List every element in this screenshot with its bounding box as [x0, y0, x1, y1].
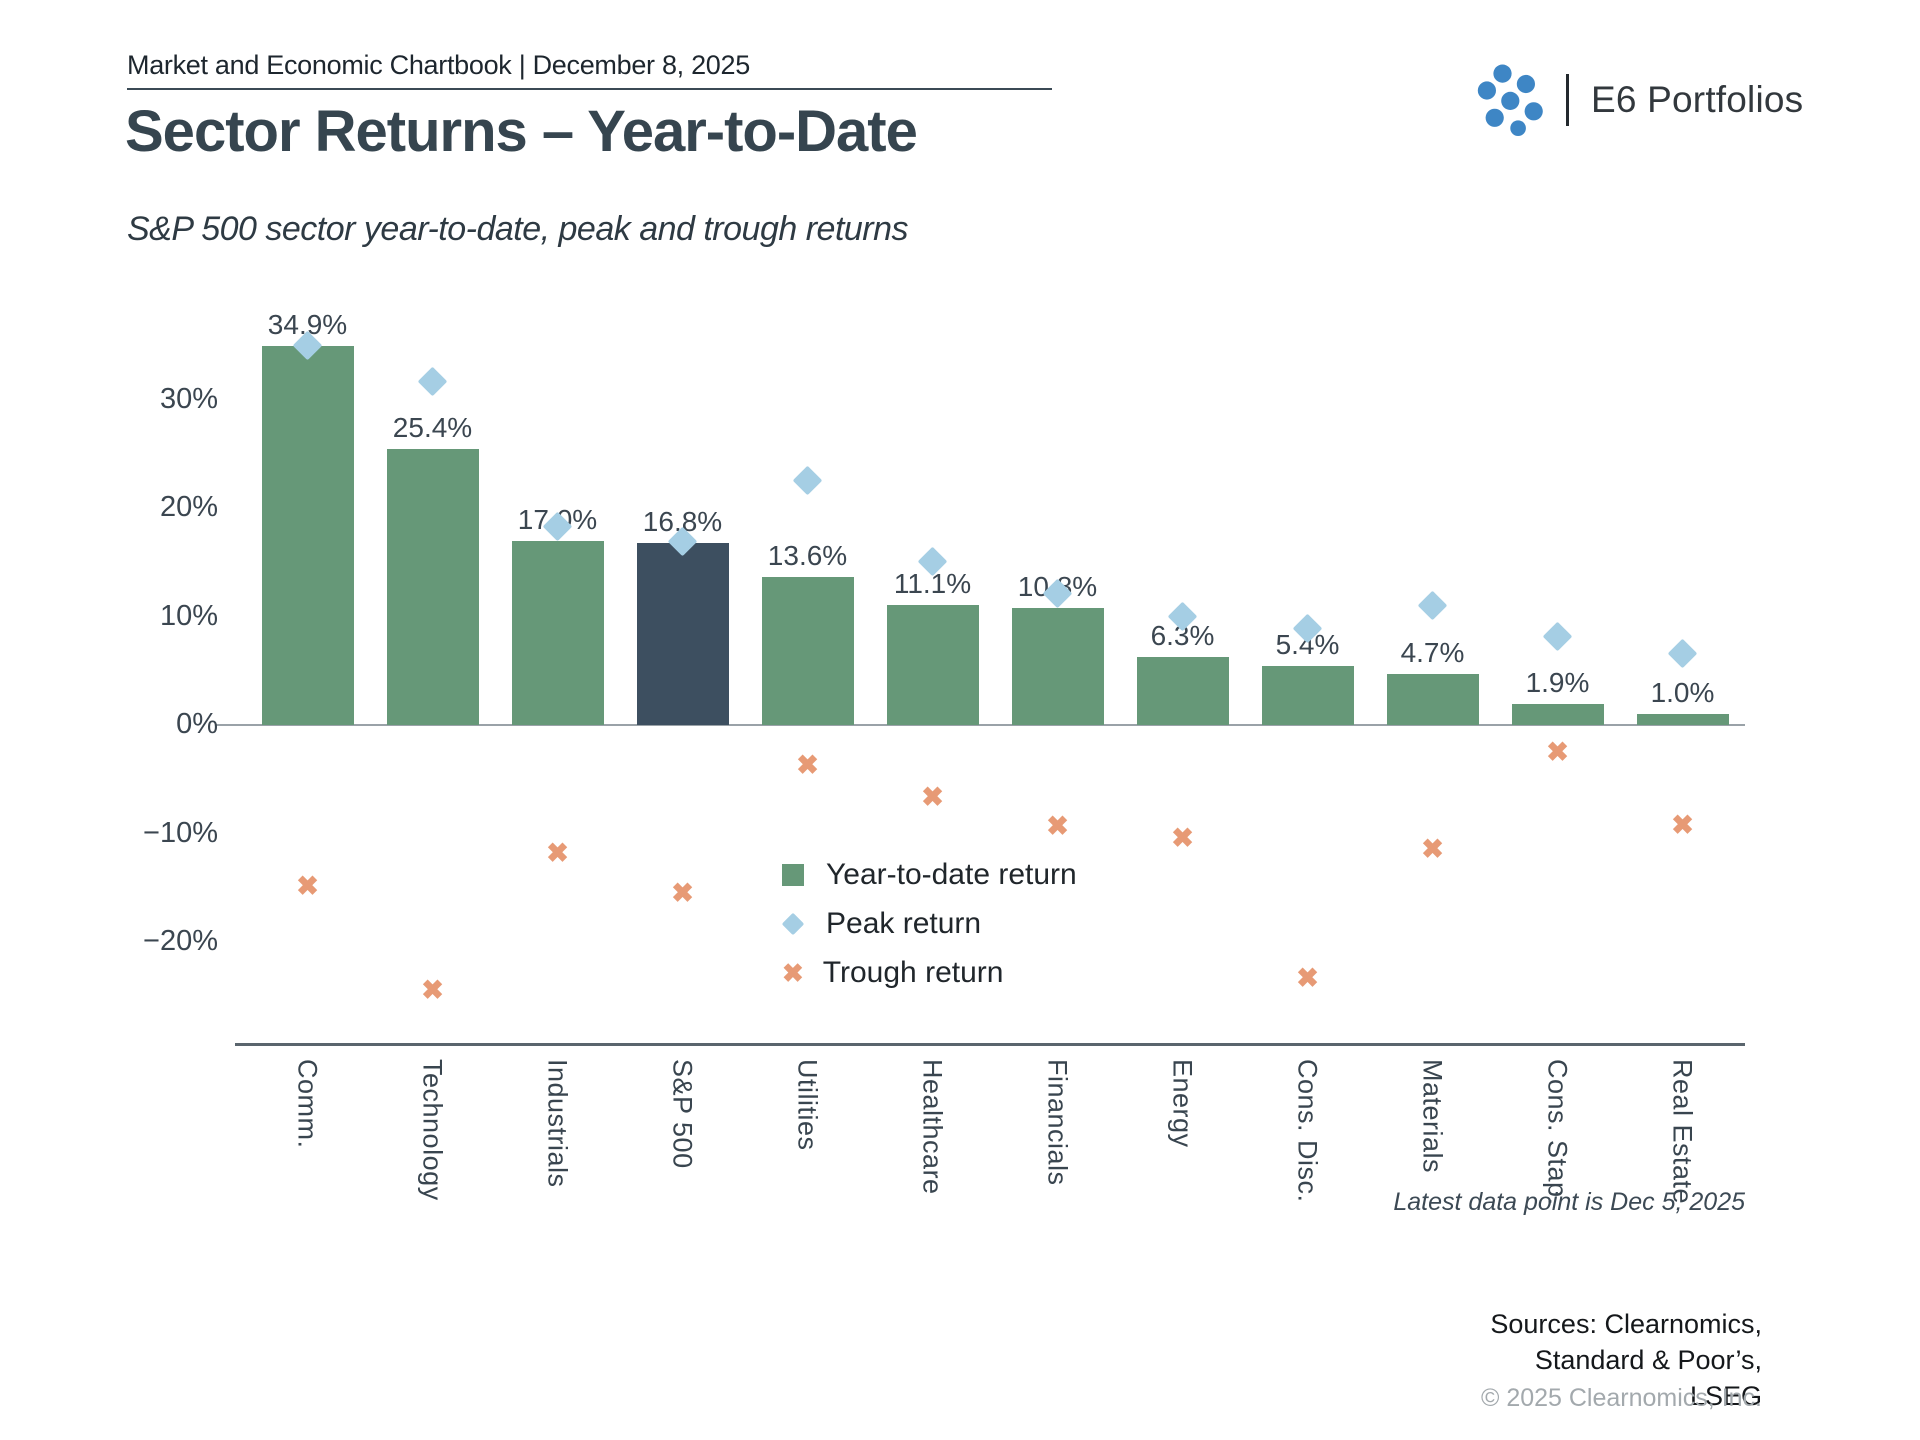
legend-item-ytd: Year-to-date return	[782, 858, 1077, 892]
bar-energy	[1136, 656, 1229, 725]
y-axis-tick-label: 0%	[176, 708, 218, 740]
page-subtitle: S&P 500 sector year-to-date, peak and tr…	[127, 210, 909, 248]
source-line: Standard & Poor’s,	[1534, 1345, 1762, 1375]
peak-marker-materials	[1417, 590, 1448, 621]
x-axis-label-cons-stap: Cons. Stap.	[1542, 1059, 1573, 1206]
zero-baseline	[215, 724, 1745, 726]
x-axis-label-financials: Financials	[1042, 1059, 1073, 1186]
peak-diamond-icon	[781, 912, 805, 936]
trough-marker-technology: ✖	[421, 974, 444, 1005]
bar-value-label: 1.9%	[1525, 667, 1590, 699]
sources-block: Sources: Clearnomics, Standard & Poor’s,…	[1162, 1306, 1762, 1414]
category-axis	[235, 1043, 1745, 1046]
copyright-note: © 2025 Clearnomics, Inc.	[1480, 1384, 1762, 1412]
bar-comm	[261, 346, 354, 725]
logo-divider	[1566, 73, 1569, 126]
source-line: Sources: Clearnomics,	[1490, 1309, 1762, 1339]
y-axis-tick-label: 20%	[159, 491, 218, 523]
legend-label-trough: Trough return	[822, 956, 1004, 989]
x-axis-label-cons-disc: Cons. Disc.	[1292, 1059, 1323, 1203]
bar-value-label: 25.4%	[392, 412, 473, 444]
latest-data-footnote: Latest data point is Dec 5, 2025	[1393, 1188, 1745, 1216]
trough-marker-comm: ✖	[296, 870, 319, 901]
bar-value-label: 1.0%	[1650, 677, 1715, 709]
bar-industrials	[511, 540, 604, 725]
page-title: Sector Returns – Year-to-Date	[125, 99, 918, 164]
legend-item-trough: ✖ Trough return	[782, 956, 1077, 990]
trough-marker-energy: ✖	[1171, 822, 1194, 853]
bar-healthcare	[886, 604, 979, 725]
bar-utilities	[761, 577, 854, 725]
bar-cons-disc	[1261, 666, 1354, 725]
x-axis-label-technology: Technology	[417, 1059, 448, 1201]
trough-marker-healthcare: ✖	[921, 781, 944, 812]
trough-marker-real-estate: ✖	[1671, 809, 1694, 840]
bar-real-estate	[1636, 714, 1729, 725]
trough-marker-cons-disc: ✖	[1296, 962, 1319, 993]
y-axis-tick-label: 30%	[159, 382, 218, 415]
trough-marker-industrials: ✖	[546, 838, 569, 869]
bar-s-p-500	[636, 542, 729, 725]
peak-marker-technology	[417, 366, 448, 396]
legend-label-peak: Peak return	[826, 907, 982, 940]
brand-name: E6 Portfolios	[1591, 78, 1804, 120]
peak-marker-cons-stap	[1542, 621, 1573, 651]
legend-item-peak: Peak return	[781, 907, 1077, 941]
trough-x-icon: ✖	[782, 958, 804, 988]
chart-legend: Year-to-date return Peak return ✖ Trough…	[781, 858, 1077, 1005]
trough-marker-utilities: ✖	[796, 750, 819, 781]
x-axis-label-energy: Energy	[1167, 1059, 1198, 1148]
x-axis-label-materials: Materials	[1417, 1059, 1448, 1174]
trough-marker-materials: ✖	[1421, 833, 1444, 864]
y-axis-tick-label: 10%	[159, 599, 218, 632]
bar-financials	[1011, 607, 1104, 725]
source-line: LSEG	[1689, 1381, 1762, 1411]
e6-dots-logo-icon	[1470, 58, 1548, 141]
brand-logo-block: E6 Portfolios	[1470, 58, 1803, 141]
bar-materials	[1386, 674, 1479, 725]
x-axis-label-s-p-500: S&P 500	[667, 1059, 698, 1169]
bar-cons-stap	[1511, 704, 1604, 725]
x-axis-label-real-estate: Real Estate	[1667, 1059, 1698, 1205]
ytd-bar-swatch-icon	[782, 864, 804, 886]
x-axis-label-utilities: Utilities	[792, 1059, 823, 1151]
x-axis-label-healthcare: Healthcare	[917, 1059, 948, 1195]
trough-marker-financials: ✖	[1046, 810, 1069, 841]
peak-marker-utilities	[792, 466, 823, 496]
legend-label-ytd: Year-to-date return	[826, 858, 1077, 891]
trough-marker-cons-stap: ✖	[1546, 737, 1569, 768]
peak-marker-real-estate	[1667, 638, 1698, 669]
trough-marker-s-p-500: ✖	[671, 878, 694, 909]
header-divider-line	[127, 88, 1052, 90]
y-axis-tick-label: −20%	[143, 925, 218, 957]
x-axis-label-industrials: Industrials	[542, 1059, 573, 1188]
y-axis-tick-label: −10%	[143, 816, 218, 849]
bar-value-label: 13.6%	[767, 540, 848, 572]
chartbook-header: Market and Economic Chartbook | December…	[127, 50, 750, 80]
bar-value-label: 4.7%	[1400, 637, 1465, 668]
bar-technology	[386, 449, 479, 725]
x-axis-label-comm: Comm.	[292, 1059, 323, 1149]
